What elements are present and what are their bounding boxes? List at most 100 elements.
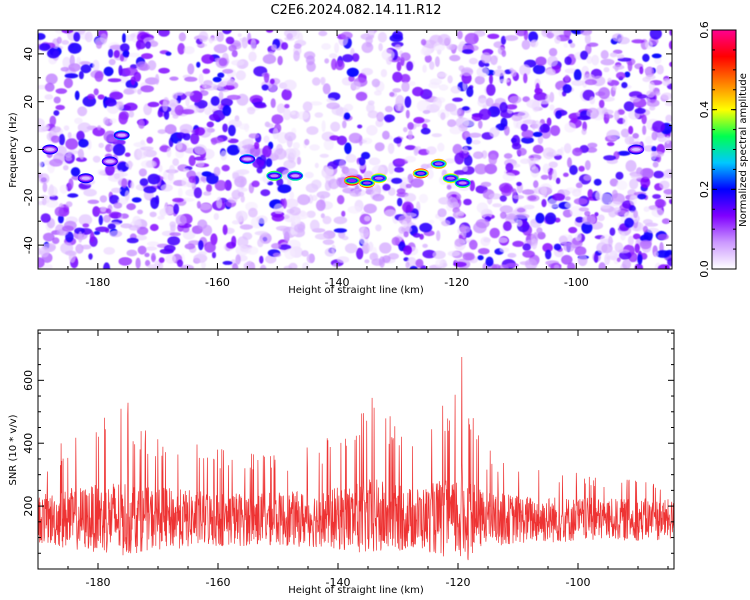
heatmap-cell xyxy=(505,262,519,268)
heatmap-cell xyxy=(415,258,424,268)
heatmap-cell xyxy=(272,127,279,140)
heatmap-cell xyxy=(583,73,595,81)
heatmap-cell xyxy=(466,136,472,145)
heatmap-cell xyxy=(301,250,309,257)
heatmap-cell xyxy=(222,105,232,117)
heatmap-cell xyxy=(600,50,609,60)
heatmap-cell xyxy=(297,194,311,206)
heatmap-cell xyxy=(309,219,320,232)
heatmap-cell xyxy=(393,166,405,173)
heatmap-cell xyxy=(231,59,245,66)
heatmap-cell xyxy=(263,72,270,83)
heatmap-cell xyxy=(525,258,538,269)
heatmap-cell xyxy=(93,230,101,235)
heatmap-cell xyxy=(521,39,531,50)
heatmap-cell xyxy=(198,203,212,211)
heatmap-cell xyxy=(477,255,484,261)
heatmap-cell xyxy=(431,133,442,138)
heatmap-cell xyxy=(405,183,412,189)
heatmap-cell xyxy=(297,111,310,120)
heatmap-cell xyxy=(584,160,591,171)
heatmap-cell xyxy=(498,78,511,83)
heatmap-cell xyxy=(158,67,170,74)
heatmap-cell xyxy=(621,82,628,89)
heatmap-cell xyxy=(669,198,672,205)
heatmap-cell xyxy=(441,219,451,227)
heatmap-cell xyxy=(520,123,529,132)
heatmap-cell xyxy=(489,74,493,85)
heatmap-cell xyxy=(606,129,620,141)
heatmap-cell xyxy=(50,135,61,143)
heatmap-cell xyxy=(598,87,610,100)
heatmap-cell xyxy=(177,187,183,198)
heatmap-cell xyxy=(402,245,412,256)
heatmap-cell xyxy=(237,236,249,248)
heatmap-cell xyxy=(240,195,245,203)
heatmap-cell xyxy=(293,43,302,49)
heatmap-cell xyxy=(652,161,659,168)
heatmap-cell xyxy=(266,30,274,33)
heatmap-cell xyxy=(617,150,631,156)
heatmap-cell xyxy=(80,64,92,74)
heatmap-cell xyxy=(653,251,659,258)
heatmap-cell xyxy=(135,257,141,269)
heatmap-cell xyxy=(311,179,322,190)
heatmap-cell xyxy=(609,178,619,187)
heatmap-cell xyxy=(644,40,653,50)
x-tick-label: -180 xyxy=(86,576,111,589)
heatmap-cell xyxy=(67,193,79,198)
heatmap-hotspot xyxy=(347,179,357,183)
heatmap-cell xyxy=(177,43,185,55)
heatmap-cell xyxy=(38,118,45,128)
heatmap-cell xyxy=(175,91,184,96)
heatmap-cell xyxy=(248,133,260,139)
heatmap-cell xyxy=(492,203,502,208)
heatmap-cell xyxy=(82,223,90,228)
heatmap-cell xyxy=(318,30,328,37)
heatmap-cell xyxy=(404,145,416,151)
heatmap-cell xyxy=(568,39,573,44)
heatmap-cell xyxy=(646,99,660,108)
heatmap-cell xyxy=(476,66,490,78)
heatmap-cell xyxy=(351,81,361,90)
heatmap-cell xyxy=(490,55,498,66)
heatmap-cell xyxy=(243,261,255,269)
heatmap-cell xyxy=(636,94,648,99)
heatmap-cell xyxy=(130,181,135,189)
heatmap-cell xyxy=(651,151,664,158)
heatmap-cell xyxy=(659,180,670,190)
heatmap-cell xyxy=(38,161,44,168)
heatmap-cell xyxy=(531,238,538,250)
heatmap-cell xyxy=(523,30,529,41)
heatmap-cell xyxy=(163,173,175,185)
heatmap-cell xyxy=(77,106,88,117)
heatmap-cell xyxy=(572,147,583,157)
heatmap-cell xyxy=(422,243,428,248)
heatmap-cell xyxy=(158,30,170,37)
heatmap-cell xyxy=(492,69,506,77)
snr-x-ticks: -180 -160 -140 -120 -100 xyxy=(37,330,669,589)
heatmap-cell xyxy=(138,119,145,129)
heatmap-cell xyxy=(408,81,416,86)
heatmap-cell xyxy=(653,170,664,179)
heatmap-hotspot xyxy=(362,181,372,185)
heatmap-cell xyxy=(646,90,656,98)
heatmap-cell xyxy=(575,216,584,223)
heatmap-cell xyxy=(87,199,100,204)
heatmap-cell xyxy=(519,64,531,76)
heatmap-cell xyxy=(403,127,408,133)
heatmap-cell xyxy=(122,50,130,58)
heatmap-cell xyxy=(213,166,221,177)
heatmap-cell xyxy=(113,202,123,209)
heatmap-cell xyxy=(40,213,51,223)
heatmap-cell xyxy=(84,31,93,43)
heatmap-cell xyxy=(241,36,248,49)
colorbar-tick-label: 0.2 xyxy=(698,181,711,199)
heatmap-cell xyxy=(457,107,465,119)
heatmap-cell xyxy=(98,142,104,149)
heatmap-cell xyxy=(103,130,117,143)
heatmap-cell xyxy=(444,158,455,164)
heatmap-cell xyxy=(488,193,503,200)
heatmap-cell xyxy=(337,195,345,205)
heatmap-cell xyxy=(616,257,621,263)
